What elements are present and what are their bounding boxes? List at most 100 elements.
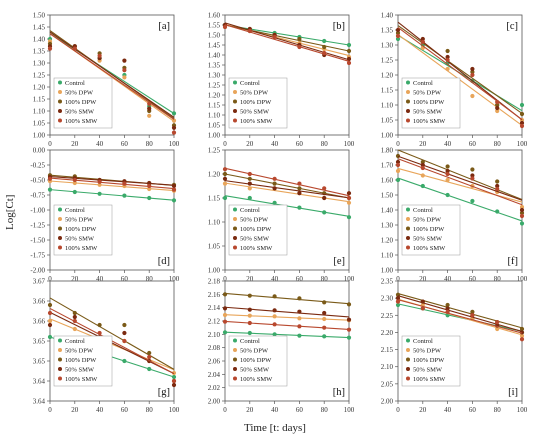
data-point: [122, 338, 127, 344]
data-point: [395, 153, 401, 159]
x-tick-label: 40: [271, 406, 279, 414]
y-tick-label: 1.20: [33, 84, 46, 92]
data-point: [171, 130, 177, 135]
trend-line: [49, 31, 175, 118]
data-point: [122, 330, 127, 336]
y-tick-label: 3.67: [33, 278, 46, 286]
legend-marker: [58, 217, 62, 221]
x-tick-label: 80: [146, 275, 154, 283]
data-point: [346, 302, 352, 307]
data-point: [495, 108, 500, 114]
legend-marker: [58, 236, 62, 240]
data-point: [297, 191, 302, 196]
x-tick-label: 20: [246, 406, 254, 414]
y-tick-label: 1.10: [208, 219, 221, 227]
y-tick-label: 2.25: [381, 312, 394, 320]
data-point: [122, 193, 127, 198]
y-tick-label: 1.20: [208, 92, 221, 100]
x-tick-label: 20: [419, 140, 427, 148]
data-point: [147, 106, 152, 111]
legend-entry: 100% DPW: [413, 99, 445, 106]
data-point: [445, 57, 450, 63]
data-point: [297, 324, 302, 329]
panel-h: 2.00 2.02 2.04 2.06 2.08 2.10 2.12 2.14 2.16 2.18…: [208, 278, 355, 415]
y-tick-label: 1.40: [381, 207, 394, 215]
data-point: [272, 294, 277, 299]
data-point: [322, 310, 327, 316]
data-point: [346, 215, 352, 220]
data-point: [420, 183, 425, 189]
data-point: [346, 327, 352, 332]
data-point: [470, 72, 475, 78]
data-point: [222, 319, 228, 324]
data-point: [122, 68, 127, 73]
data-point: [47, 187, 53, 192]
data-point: [247, 195, 252, 201]
legend-entry: Control: [413, 207, 433, 214]
y-tick-label: 1.15: [208, 102, 221, 110]
trend-line: [224, 180, 350, 199]
data-point: [72, 189, 77, 195]
legend-marker: [406, 207, 410, 212]
data-point: [395, 27, 401, 33]
data-point: [395, 33, 401, 39]
legend-entry: 50% DPW: [240, 348, 269, 355]
x-tick-label: 80: [321, 406, 329, 414]
y-tick-label: 2.04: [208, 371, 221, 379]
data-point: [147, 350, 152, 356]
data-point: [395, 159, 401, 165]
legend-entry: 50% DPW: [413, 348, 442, 355]
data-point: [171, 118, 177, 123]
legend-marker: [58, 80, 62, 85]
x-tick-label: 40: [96, 406, 104, 414]
data-point: [445, 66, 450, 72]
data-point: [445, 306, 450, 311]
legend-entry: 50% SMW: [240, 367, 270, 374]
data-point: [420, 299, 425, 304]
x-tick-label: 20: [419, 406, 427, 414]
y-tick-label: -1.50: [30, 237, 45, 245]
trend-line: [397, 177, 523, 222]
data-point: [97, 330, 102, 336]
legend-entry: 50% SMW: [65, 236, 95, 243]
y-tick-label: 1.40: [208, 52, 221, 60]
data-point: [47, 310, 53, 316]
data-point: [395, 177, 401, 183]
y-tick-label: 2.00: [381, 398, 394, 406]
x-tick-label: 0: [396, 275, 400, 283]
legend-marker: [233, 338, 237, 343]
data-point: [322, 334, 327, 339]
data-point: [147, 195, 152, 201]
legend-entry: 50% DPW: [240, 90, 269, 97]
data-point: [395, 30, 401, 36]
x-tick-label: 100: [344, 140, 355, 148]
data-point: [519, 337, 525, 342]
legend-entry: 50% SMW: [413, 367, 443, 374]
x-tick-label: 100: [169, 140, 180, 148]
data-point: [346, 56, 352, 62]
legend-box: [53, 335, 113, 387]
y-tick-label: -1.00: [30, 207, 45, 215]
x-tick-label: 40: [444, 140, 452, 148]
legend-marker: [58, 367, 62, 371]
legend-entry: 50% SMW: [413, 236, 443, 243]
legend-entry: Control: [413, 338, 433, 345]
legend-marker: [406, 236, 410, 240]
y-tick-label: 1.80: [381, 147, 394, 155]
x-tick-label: 20: [71, 140, 79, 148]
legend-entry: Control: [240, 207, 260, 214]
data-point: [322, 186, 327, 191]
trend-line: [49, 177, 175, 190]
legend-marker: [406, 109, 410, 113]
y-tick-label: 1.50: [208, 32, 221, 40]
panel-c: 1.00 1.05 1.10 1.15 1.20 1.25 1.30 1.35 1.40 0 20 4…: [381, 12, 528, 149]
y-tick-label: 3.65: [33, 338, 46, 346]
data-point: [297, 44, 302, 50]
x-tick-label: 40: [271, 275, 279, 283]
data-point: [322, 50, 327, 56]
data-point: [171, 187, 177, 192]
legend-box: [228, 77, 288, 129]
data-point: [222, 195, 228, 201]
legend-entry: 100% DPW: [65, 357, 97, 364]
trend-line: [397, 26, 523, 121]
